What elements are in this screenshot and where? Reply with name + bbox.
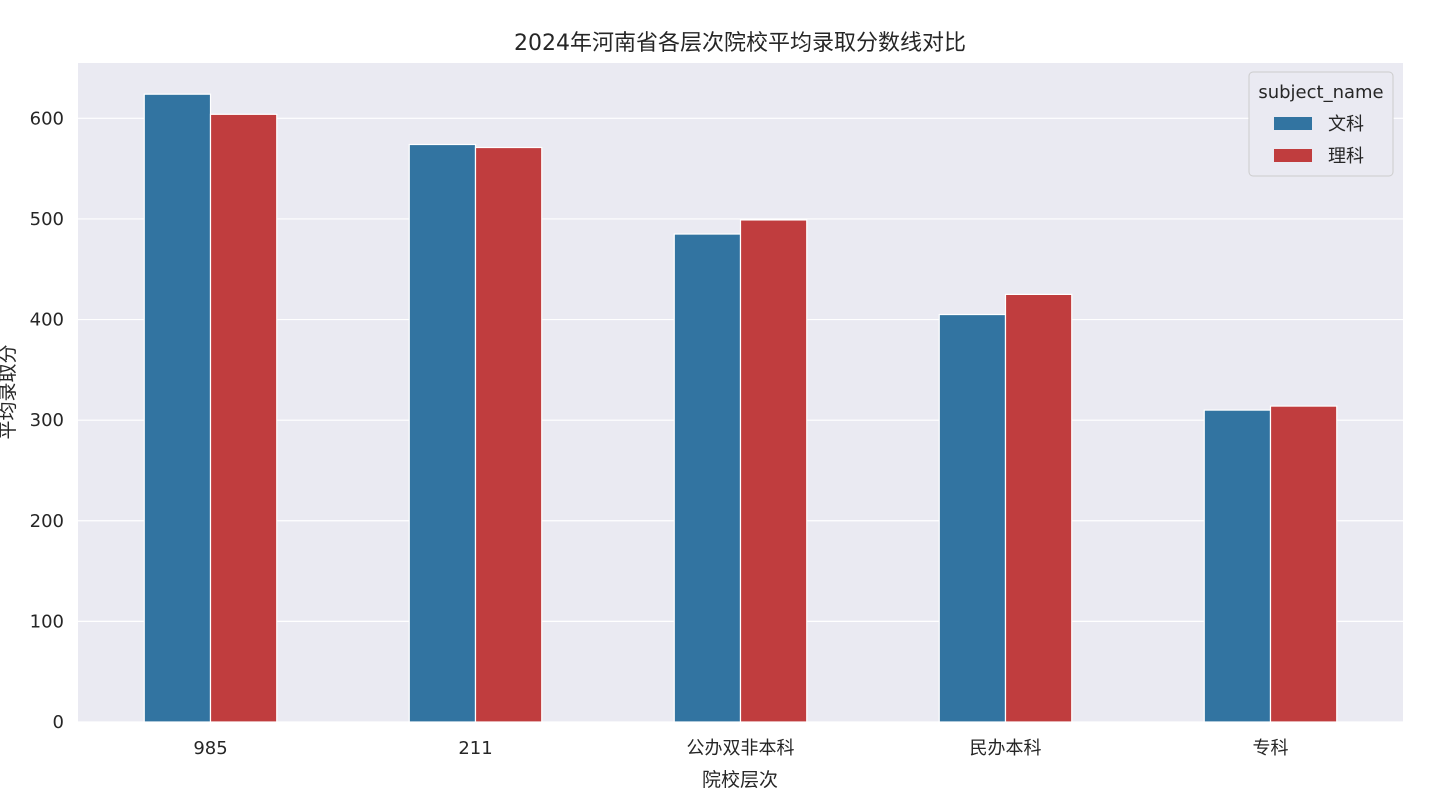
x-axis-ticks: 985 211 公办双非本科 民办本科 专科 [193,738,1288,759]
y-tick-label: 0 [53,712,64,733]
bar-文科-民办本科[interactable] [938,313,1007,723]
bar-文科-专科[interactable] [1203,409,1272,723]
legend-label: 文科 [1328,114,1364,135]
x-tick-label: 民办本科 [970,738,1042,759]
x-tick-label: 211 [458,738,492,759]
bar-文科-211[interactable] [408,143,477,723]
y-tick-label: 100 [30,611,64,632]
y-tick-label: 500 [30,209,64,230]
legend-label: 理科 [1328,146,1364,167]
legend-title: subject_name [1258,82,1383,103]
bar-文科-985[interactable] [143,93,212,723]
bars [143,93,1338,723]
chart-title: 2024年河南省各层次院校平均录取分数线对比 [514,31,966,56]
y-tick-label: 200 [30,511,64,532]
legend-swatch-理科 [1274,149,1312,162]
x-tick-label: 985 [193,738,227,759]
bar-理科-985[interactable] [209,113,278,723]
y-tick-label: 600 [30,108,64,129]
bar-理科-专科[interactable] [1269,405,1338,723]
y-tick-label: 300 [30,410,64,431]
bar-理科-211[interactable] [474,146,543,723]
y-axis-label: 平均录取分 [0,344,19,439]
bar-理科-公办双非本科[interactable] [739,219,808,723]
bar-文科-公办双非本科[interactable] [673,233,742,723]
y-axis-ticks: 0 100 200 300 400 500 600 [30,108,64,733]
x-axis-label: 院校层次 [702,769,778,791]
legend-swatch-文科 [1274,117,1312,130]
x-tick-label: 专科 [1253,738,1289,759]
x-tick-label: 公办双非本科 [687,738,795,759]
y-tick-label: 400 [30,310,64,331]
bar-理科-民办本科[interactable] [1004,293,1073,723]
